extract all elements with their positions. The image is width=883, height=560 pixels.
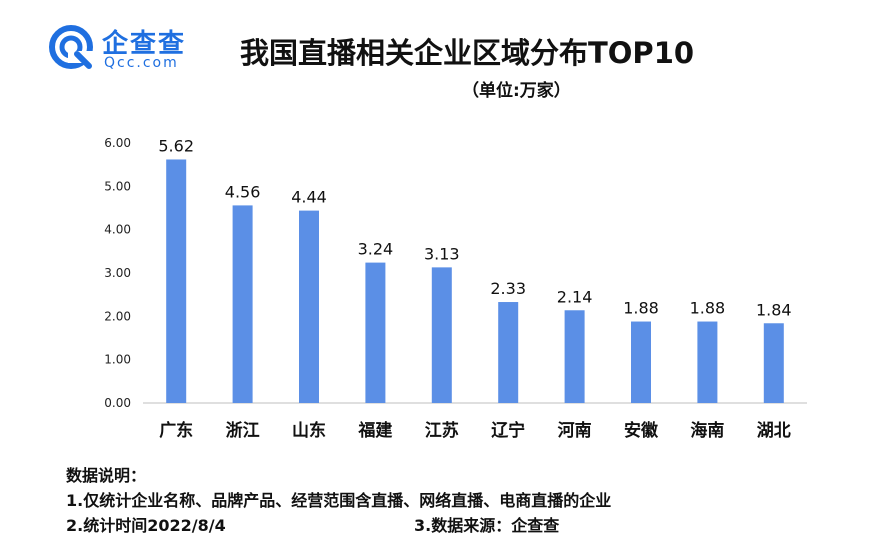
brand-logo: 企查查 Qcc.com: [46, 22, 196, 72]
x-tick-label: 河南: [558, 420, 592, 441]
data-label: 1.88: [623, 299, 659, 318]
notes-heading: 数据说明：: [66, 466, 147, 485]
chart-unit: （单位:万家）: [462, 81, 571, 101]
bar: [431, 267, 452, 403]
data-label: 1.88: [690, 299, 726, 318]
bar: [763, 323, 784, 403]
y-tick-label: 0.00: [104, 396, 131, 410]
bar: [498, 302, 519, 403]
data-label: 3.24: [358, 240, 394, 259]
data-label: 1.84: [756, 300, 792, 319]
bar-chart: 0.00 1.00 2.00 3.00 4.00 5.00 6.00 5.62 广东 4.56 浙江…: [104, 136, 807, 441]
bar: [166, 159, 187, 403]
x-tick-label: 广东: [159, 420, 193, 441]
y-tick-label: 2.00: [104, 309, 131, 323]
x-tick-label: 湖北: [757, 421, 791, 441]
y-tick-label: 4.00: [104, 223, 131, 237]
bar: [631, 321, 651, 403]
brand-name-en: Qcc.com: [104, 55, 179, 71]
x-tick-label: 辽宁: [491, 420, 525, 441]
bar: [564, 310, 585, 403]
x-tick-label: 安徽: [624, 420, 659, 441]
bar: [365, 262, 386, 403]
y-tick-label: 1.00: [104, 353, 131, 367]
notes-section: 数据说明： 1.仅统计企业名称、品牌产品、经营范围含直播、网络直播、电商直播的企…: [66, 463, 611, 538]
notes-line-3: 3.数据来源：企查查: [414, 516, 560, 535]
y-tick-label: 6.00: [104, 136, 131, 150]
data-label: 2.33: [490, 279, 526, 298]
y-tick-label: 3.00: [104, 266, 131, 280]
bar: [299, 210, 319, 403]
notes-line-2: 2.统计时间2022/8/4: [66, 516, 226, 535]
bar: [232, 205, 253, 403]
chart-title: 我国直播相关企业区域分布TOP10: [240, 36, 695, 70]
brand-name-cn: 企查查: [102, 29, 187, 59]
x-tick-label: 江苏: [425, 420, 459, 441]
x-tick-label: 福建: [357, 420, 392, 441]
data-label: 2.14: [557, 287, 593, 306]
data-label: 5.62: [158, 136, 194, 155]
data-label: 3.13: [424, 244, 460, 263]
data-label: 4.44: [291, 188, 327, 207]
y-tick-label: 5.00: [104, 179, 131, 193]
data-label: 4.56: [225, 182, 261, 201]
x-tick-label: 浙江: [226, 420, 260, 441]
notes-line-row-2: 2.统计时间2022/8/4 3.数据来源：企查查: [66, 513, 611, 538]
x-tick-label: 海南: [690, 420, 724, 441]
notes-line-1: 1.仅统计企业名称、品牌产品、经营范围含直播、网络直播、电商直播的企业: [66, 491, 612, 510]
x-tick-label: 山东: [292, 420, 326, 441]
bar: [697, 321, 718, 403]
qcc-logo-icon: [49, 25, 94, 69]
